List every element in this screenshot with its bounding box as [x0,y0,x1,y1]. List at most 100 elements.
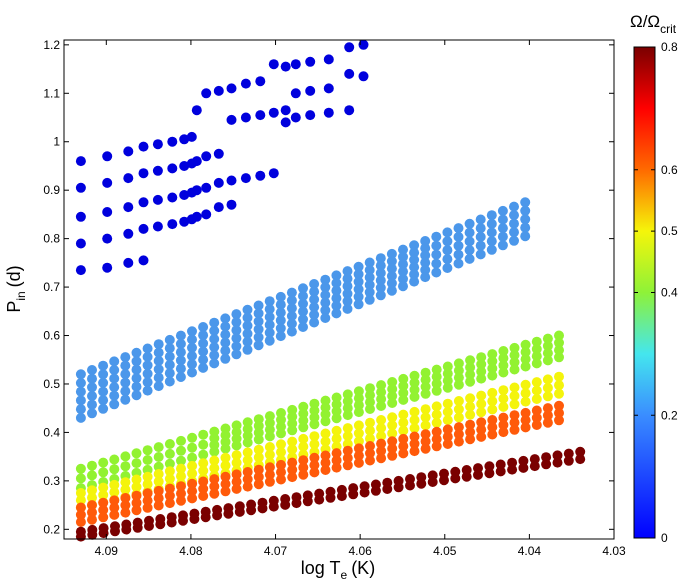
colorbar-tick-label: 0 [661,531,668,545]
data-point [376,380,387,391]
data-point [387,384,398,394]
data-point [476,366,487,377]
data-point [268,59,279,70]
data-point [497,223,508,234]
data-point [331,278,342,288]
data-point [431,417,442,428]
data-point [420,257,431,268]
data-point [554,330,564,341]
data-point [473,469,483,480]
data-point [187,452,198,463]
data-points [75,39,586,542]
series-omega-0.6 [75,400,564,527]
data-point [187,326,197,337]
data-point [131,390,142,401]
data-point [453,249,464,260]
data-point [487,429,498,440]
data-point [342,303,353,314]
x-tick-label: 4.05 [433,544,457,558]
data-point [142,360,153,371]
data-point [376,431,387,441]
data-point [420,272,431,283]
data-point [75,509,86,520]
data-point [298,441,309,452]
data-point [320,428,331,439]
data-point [465,362,476,373]
data-point [320,465,331,475]
data-point [331,433,342,444]
data-point [420,412,431,423]
data-point [98,467,109,478]
data-point [131,373,142,384]
data-point [520,379,531,390]
data-point [166,517,177,528]
colorbar-tick-label: 0.2 [661,408,678,422]
data-point [98,512,109,523]
series-omega-0.4 [75,330,564,494]
data-point [176,471,186,482]
x-axis-label-main: log T [301,558,341,578]
data-point [286,318,297,329]
data-point [298,283,308,294]
data-point [109,356,120,367]
data-point [209,358,220,369]
data-point [198,449,209,460]
data-point [109,479,120,490]
data-point [264,319,275,330]
y-axis-label: Pin (d) [4,265,28,312]
data-point [187,493,198,504]
data-point [120,377,131,388]
data-point [198,362,209,373]
data-point [298,455,309,466]
data-point [336,491,347,502]
data-point [102,207,113,217]
data-point [509,357,520,368]
data-point [287,436,298,447]
data-point [242,312,253,323]
data-point [476,359,487,370]
data-point [475,214,486,225]
data-point [120,484,131,495]
data-point [153,347,164,358]
data-point [398,259,408,270]
colorbar-title: Ω/Ωcrit [630,12,677,36]
data-point [226,83,237,94]
data-point [164,466,175,477]
data-point [200,512,211,523]
data-point [280,105,291,116]
data-point [167,192,178,203]
data-point [520,222,531,233]
data-point [353,457,364,468]
data-point [531,394,542,404]
data-point [87,500,97,511]
data-point [298,462,309,473]
data-point [554,380,564,391]
data-point [409,438,420,449]
data-point [155,519,166,530]
data-point [209,474,220,485]
data-point [102,177,113,188]
data-point [486,236,497,247]
data-point [342,445,353,456]
data-point [191,156,202,167]
data-point [386,256,397,267]
data-point [309,419,320,430]
data-point [509,210,519,221]
data-point [386,263,397,274]
data-point [220,321,231,332]
data-point [102,233,113,244]
data-point [382,484,393,494]
data-point [175,330,186,341]
data-point [131,364,142,375]
data-point [431,371,442,382]
data-point [109,399,120,410]
data-point [142,464,153,475]
data-point [353,420,364,431]
data-point [253,464,264,475]
data-point [220,313,231,324]
data-point [164,343,175,354]
data-point [509,417,520,428]
data-point [305,110,316,121]
data-point [179,190,190,200]
